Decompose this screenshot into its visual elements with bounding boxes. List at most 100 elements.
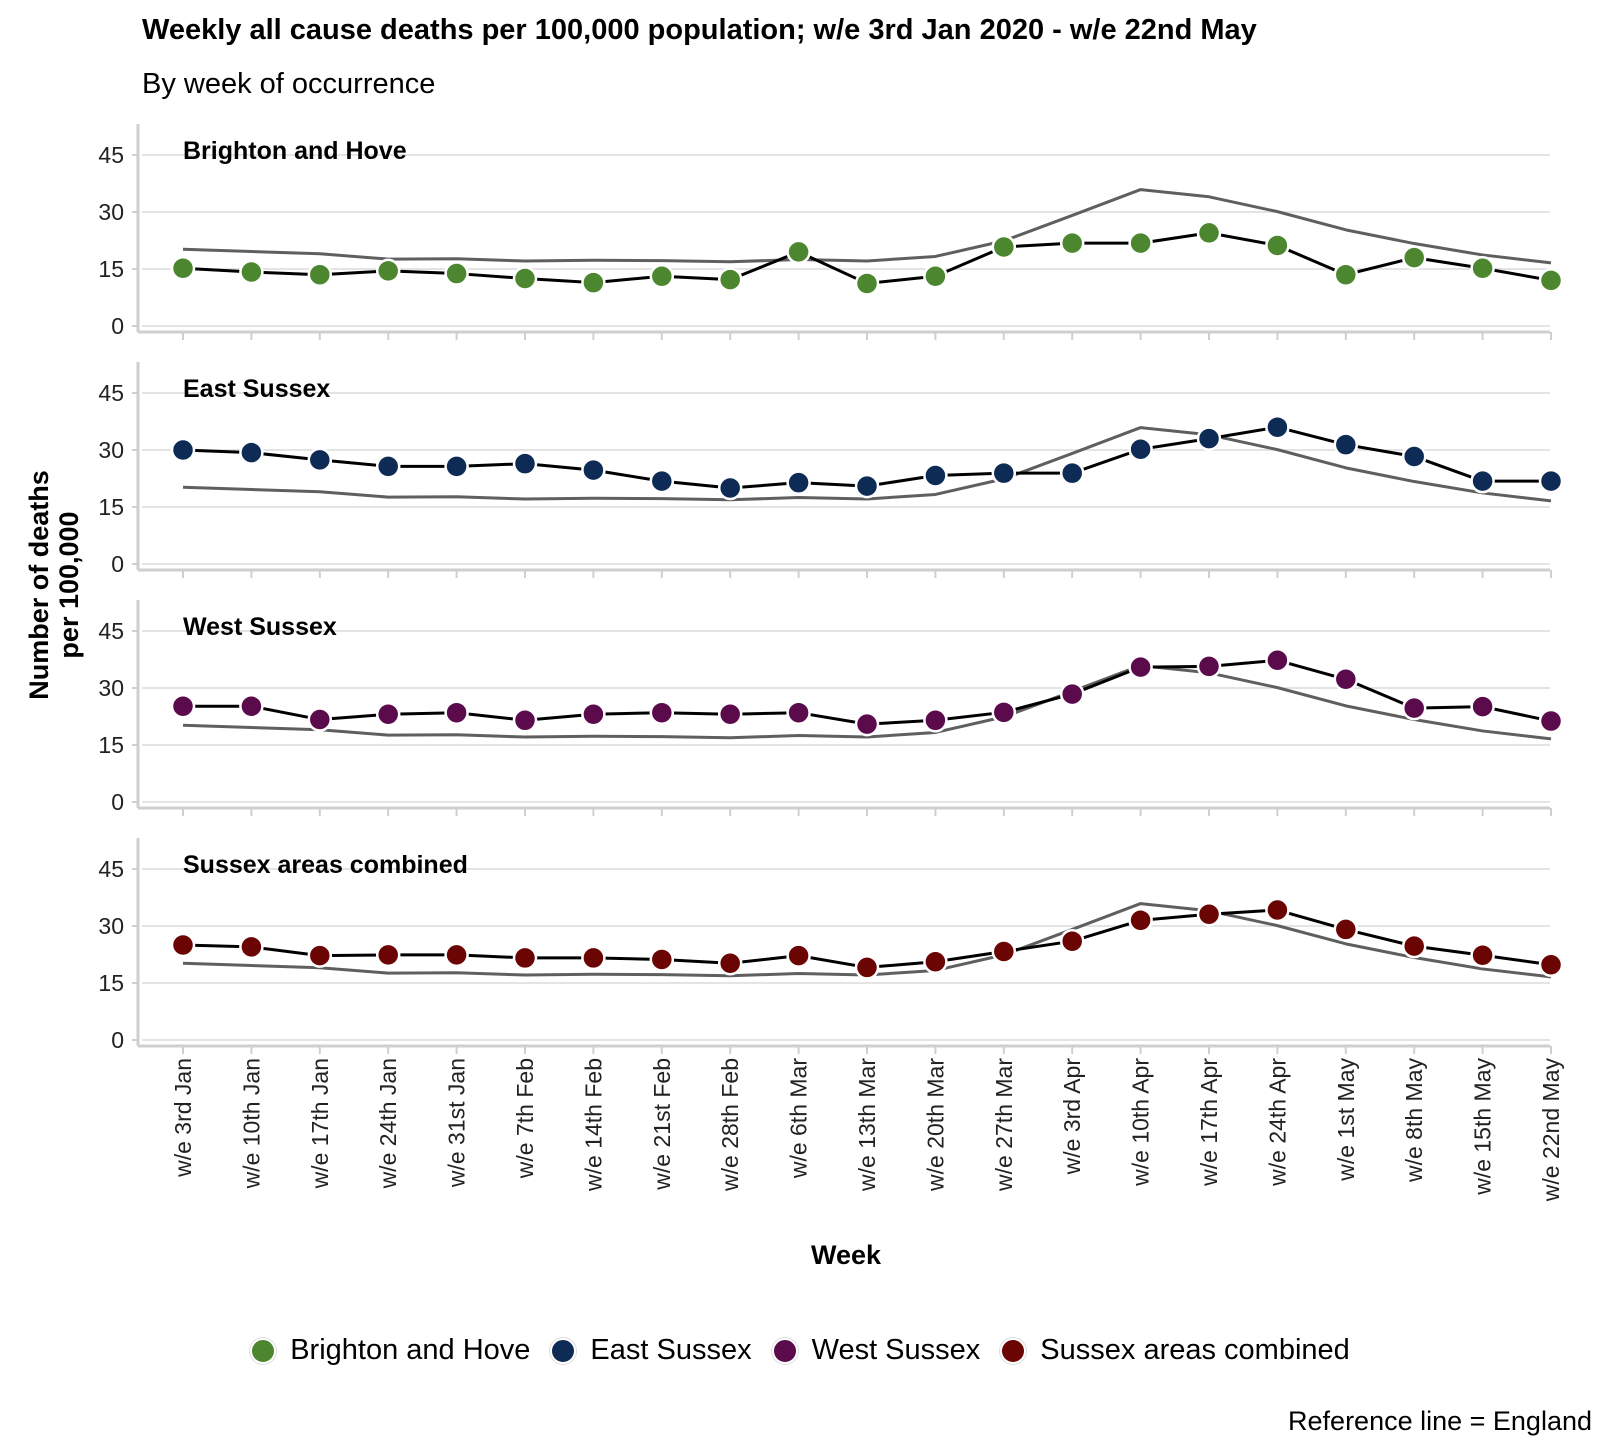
data-point xyxy=(239,259,264,285)
data-point xyxy=(1470,694,1495,719)
data-point xyxy=(1059,460,1085,486)
y-tick-label: 45 xyxy=(98,856,124,882)
y-tick-label: 0 xyxy=(111,1027,124,1053)
x-tick-label: w/e 15th May xyxy=(1470,1058,1496,1196)
data-point xyxy=(444,454,469,479)
data-point xyxy=(1333,432,1359,457)
data-point xyxy=(375,258,401,284)
data-point xyxy=(717,701,743,727)
data-point xyxy=(1265,233,1290,258)
data-point xyxy=(1196,654,1222,679)
data-point xyxy=(444,700,469,725)
data-point xyxy=(649,468,675,494)
data-point xyxy=(1538,468,1564,494)
data-point xyxy=(170,932,196,958)
data-point xyxy=(1059,230,1085,256)
data-point xyxy=(375,454,401,479)
data-point xyxy=(512,708,538,733)
x-tick-label: w/e 1st May xyxy=(1333,1058,1359,1182)
data-point xyxy=(1470,468,1495,494)
data-point xyxy=(717,950,743,976)
reference-line-england xyxy=(182,188,1552,265)
data-point xyxy=(923,463,948,488)
data-point xyxy=(991,460,1017,486)
data-point xyxy=(581,945,606,971)
data-point xyxy=(375,701,401,727)
data-point xyxy=(512,266,538,291)
data-point xyxy=(307,943,333,968)
data-point xyxy=(1265,648,1290,673)
data-point xyxy=(1128,654,1153,680)
x-tick-label: w/e 6th Mar xyxy=(786,1058,812,1179)
y-tick-label: 15 xyxy=(98,256,124,282)
y-tick-label: 0 xyxy=(111,313,124,339)
y-tick-label: 45 xyxy=(98,380,124,406)
data-point xyxy=(239,934,264,960)
data-point xyxy=(786,943,811,968)
legend-item: Sussex areas combined xyxy=(1000,1334,1350,1367)
x-tick-label: w/e 17th Apr xyxy=(1196,1058,1222,1187)
data-point xyxy=(991,700,1017,725)
data-point xyxy=(854,711,880,737)
data-point xyxy=(1401,933,1427,959)
legend-item: Brighton and Hove xyxy=(250,1334,530,1367)
data-point xyxy=(1128,436,1153,462)
data-point xyxy=(581,457,606,483)
legend-swatch xyxy=(550,1337,577,1364)
data-point xyxy=(1128,908,1153,933)
data-point xyxy=(991,234,1017,260)
x-tick-label: w/e 21st Feb xyxy=(649,1058,675,1191)
data-point xyxy=(170,693,196,719)
data-point xyxy=(444,942,469,968)
y-tick-label: 45 xyxy=(98,142,124,168)
data-point xyxy=(1401,245,1427,270)
x-tick-label: w/e 3rd Jan xyxy=(170,1058,196,1178)
data-point xyxy=(1401,695,1427,721)
data-point xyxy=(1196,901,1222,927)
legend-swatch xyxy=(250,1337,277,1364)
y-tick-label: 15 xyxy=(98,494,124,520)
data-point xyxy=(649,263,675,289)
data-point xyxy=(170,255,196,281)
y-tick-label: 30 xyxy=(98,675,124,701)
x-tick-label: w/e 24th Jan xyxy=(375,1058,401,1189)
data-point xyxy=(717,475,743,501)
y-tick-label: 15 xyxy=(98,732,124,758)
y-tick-label: 0 xyxy=(111,789,124,815)
data-point xyxy=(1538,952,1564,978)
x-tick-label: w/e 8th May xyxy=(1401,1058,1427,1183)
data-point xyxy=(444,261,469,286)
data-point xyxy=(786,700,811,725)
y-tick-label: 30 xyxy=(98,199,124,225)
data-point xyxy=(1333,667,1359,692)
legend-label: Brighton and Hove xyxy=(290,1334,531,1366)
y-tick-label: 30 xyxy=(98,437,124,463)
data-point xyxy=(1196,220,1222,246)
data-point xyxy=(1265,414,1290,440)
data-point xyxy=(581,701,606,727)
y-tick-label: 45 xyxy=(98,618,124,644)
y-tick-label: 15 xyxy=(98,970,124,996)
data-point xyxy=(1401,444,1427,469)
x-tick-label: w/e 7th Feb xyxy=(512,1058,538,1179)
data-point xyxy=(923,263,948,289)
data-point xyxy=(991,939,1017,964)
x-tick-label: w/e 27th Mar xyxy=(991,1058,1017,1192)
data-point xyxy=(307,707,333,732)
x-tick-label: w/e 3rd Apr xyxy=(1059,1058,1085,1176)
y-tick-label: 0 xyxy=(111,551,124,577)
data-point xyxy=(512,451,538,476)
data-point xyxy=(307,447,333,473)
legend-label: Sussex areas combined xyxy=(1040,1334,1350,1366)
legend: Brighton and Hove East Sussex West Sussex S… xyxy=(0,1334,1600,1367)
data-point xyxy=(375,942,401,968)
legend-label: East Sussex xyxy=(590,1334,752,1366)
x-tick-label: w/e 28th Feb xyxy=(717,1058,743,1192)
data-point xyxy=(1128,230,1153,256)
chart-title: Weekly all cause deaths per 100,000 popu… xyxy=(142,14,1257,46)
x-tick-label: w/e 14th Feb xyxy=(580,1058,606,1192)
x-tick-label: w/e 24th Apr xyxy=(1264,1058,1290,1187)
data-point xyxy=(1470,943,1495,968)
reference-line-england xyxy=(182,426,1552,503)
